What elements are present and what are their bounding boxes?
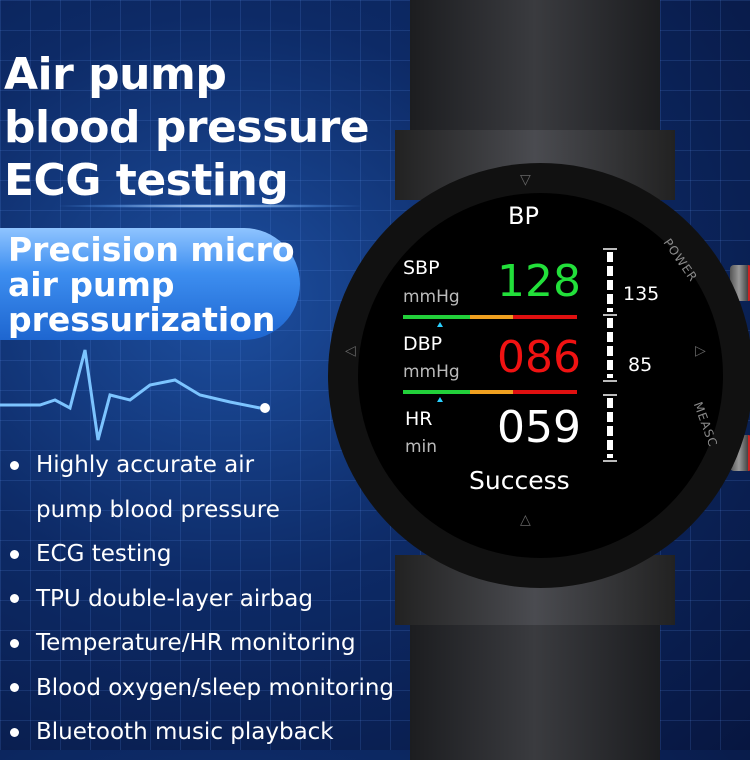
feature-item: Bluetooth music playback: [10, 710, 394, 755]
glow-line: [60, 204, 360, 208]
feature-text: Highly accurate air: [36, 452, 255, 479]
feature-text: Blood oxygen/sleep monitoring: [36, 674, 395, 701]
scale-label-low: 85: [628, 354, 653, 376]
feature-item: Highly accurate air: [10, 443, 394, 488]
subheadline-line: Precision micro: [8, 230, 295, 269]
range-bar-segment: [403, 390, 470, 394]
feature-text: TPU double-layer airbag: [36, 585, 313, 612]
range-bar-segment: [403, 315, 470, 319]
dbp-indicator-icon: [437, 397, 443, 402]
status-text: Success: [469, 466, 570, 495]
headline-line: blood pressure: [4, 102, 370, 153]
range-bar-segment: [513, 390, 577, 394]
range-bar-segment: [470, 315, 513, 319]
subheadline-line: pressurization: [8, 300, 276, 339]
dbp-range-bar: [403, 390, 577, 394]
range-bar-segment: [513, 315, 577, 319]
bullet-icon: [10, 460, 19, 470]
feature-item: ECG testing: [10, 532, 394, 577]
watch-screen: [358, 193, 723, 558]
bullet-icon: [10, 549, 19, 559]
screen-title: BP: [508, 202, 539, 230]
dbp-value: 086: [497, 332, 581, 383]
feature-text: Bluetooth music playback: [36, 719, 334, 746]
headline-line: Air pump: [4, 49, 227, 100]
feature-item-continued: pump blood pressure: [10, 488, 394, 533]
bezel-marker-icon: △: [520, 512, 531, 528]
feature-item: Temperature/HR monitoring: [10, 621, 394, 666]
feature-item: Blood oxygen/sleep monitoring: [10, 666, 394, 711]
sbp-range-bar: [403, 315, 577, 319]
feature-text: Temperature/HR monitoring: [36, 630, 356, 657]
hr-label: HR: [405, 408, 433, 430]
feature-list: Highly accurate air pump blood pressure …: [10, 443, 394, 755]
sbp-indicator-icon: [437, 322, 443, 327]
sbp-unit: mmHg: [403, 287, 460, 307]
feature-text: ECG testing: [36, 541, 172, 568]
bullet-icon: [10, 638, 19, 648]
scale-label-high: 135: [623, 283, 660, 305]
ecg-wave-graphic: [0, 349, 270, 441]
bezel-marker-icon: ▽: [520, 172, 531, 188]
headline-line: ECG testing: [4, 155, 289, 206]
hr-value: 059: [497, 402, 581, 453]
bezel-marker-icon: ◁: [345, 343, 356, 359]
headline: Air pump blood pressure ECG testing: [4, 48, 370, 207]
bullet-icon: [10, 594, 19, 604]
bezel-marker-icon: ▷: [695, 343, 706, 359]
sbp-value: 128: [497, 256, 581, 307]
feature-text: pump blood pressure: [36, 496, 280, 523]
subheadline-banner: Precision micro air pump pressurization: [0, 228, 300, 340]
bullet-icon: [10, 683, 19, 693]
range-bar-segment: [470, 390, 513, 394]
sbp-label: SBP: [403, 257, 440, 279]
hr-unit: min: [405, 437, 438, 457]
subheadline-line: air pump: [8, 265, 175, 304]
dbp-label: DBP: [403, 333, 443, 355]
bullet-icon: [10, 727, 19, 737]
feature-item: TPU double-layer airbag: [10, 577, 394, 622]
dbp-unit: mmHg: [403, 362, 460, 382]
